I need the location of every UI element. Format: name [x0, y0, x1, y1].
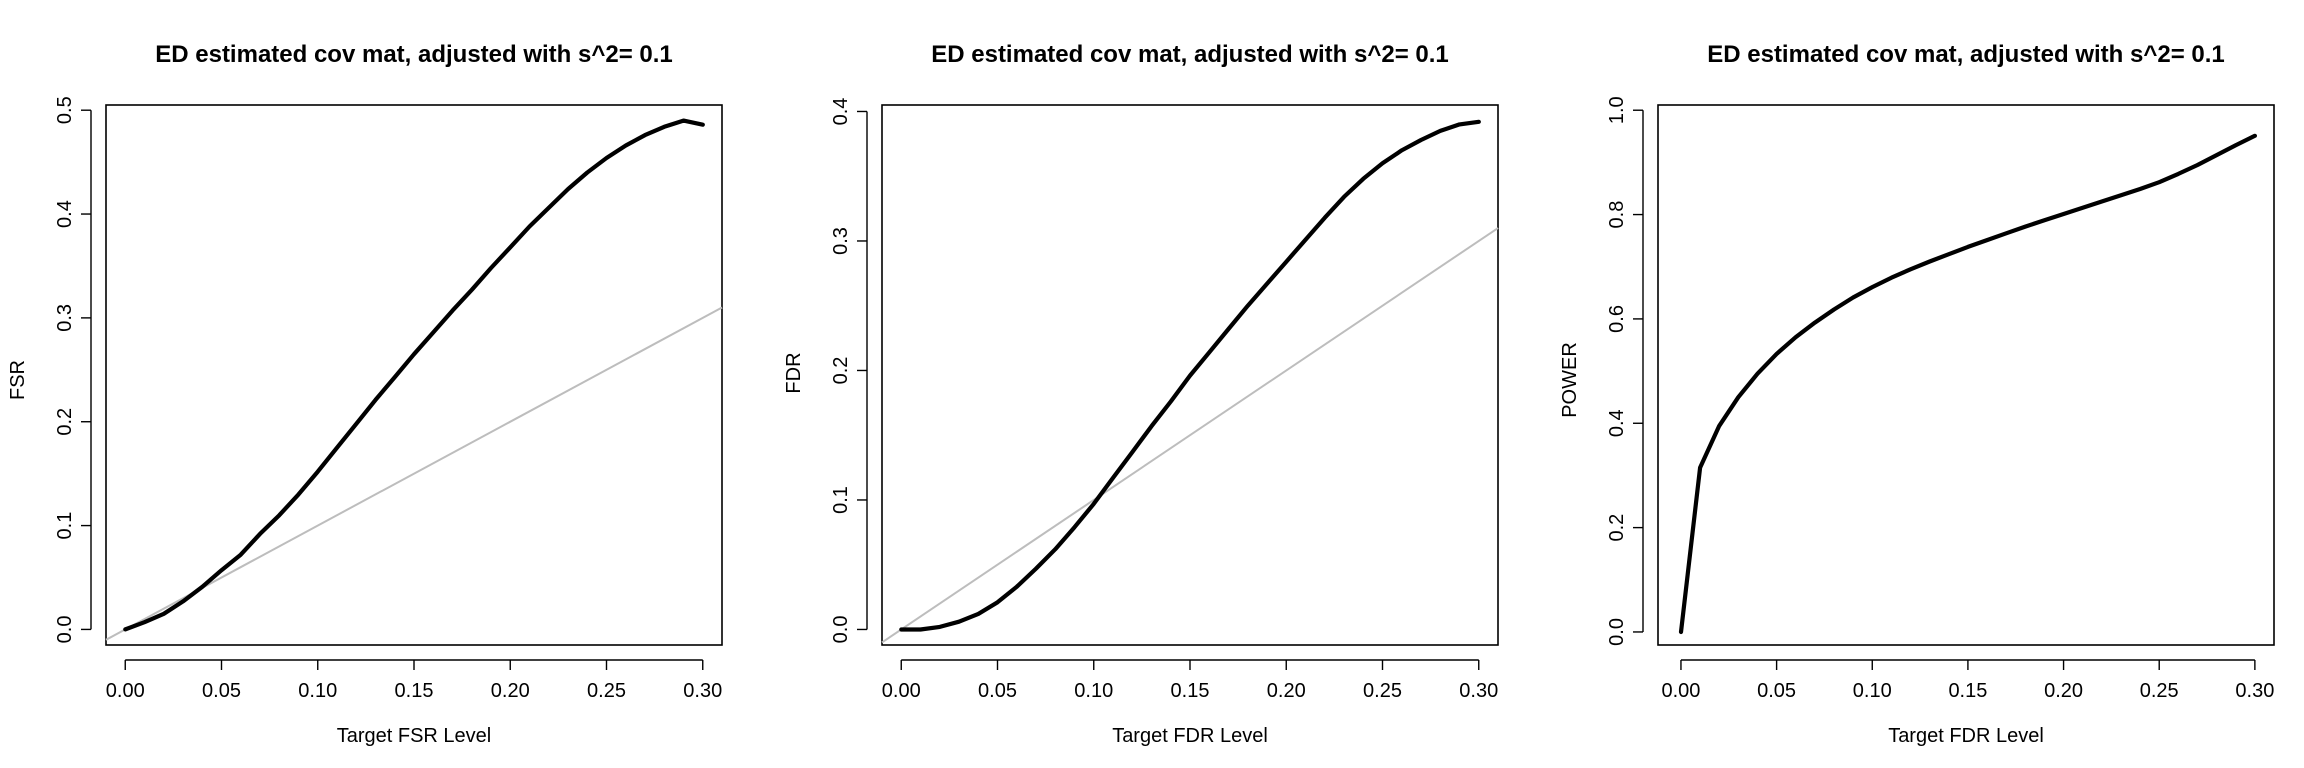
y-tick-label: 0.1: [54, 512, 76, 540]
y-axis-label: POWER: [1559, 342, 1581, 418]
x-tick-label: 0.05: [202, 680, 241, 702]
x-tick-label: 0.25: [587, 680, 626, 702]
x-tick-label: 0.30: [2235, 680, 2274, 702]
y-axis-label: FDR: [783, 352, 805, 393]
x-tick-label: 0.25: [2140, 680, 2179, 702]
series-line: [123, 118, 705, 632]
x-tick-label: 0.05: [1757, 680, 1796, 702]
reference-line: [105, 306, 723, 641]
panel-title: ED estimated cov mat, adjusted with s^2=…: [155, 41, 673, 68]
y-tick-label: 0.6: [1606, 305, 1628, 333]
x-axis-label: Target FDR Level: [1112, 725, 1268, 747]
x-tick-label: 0.30: [683, 680, 722, 702]
x-tick-label: 0.30: [1459, 680, 1498, 702]
series-line: [1678, 133, 2257, 635]
x-tick-label: 0.20: [1267, 680, 1306, 702]
fdr-panel: ED estimated cov mat, adjusted with s^2=…: [783, 41, 1499, 747]
x-tick-label: 0.15: [395, 680, 434, 702]
y-tick-label: 0.8: [1606, 201, 1628, 229]
reference-line: [881, 227, 1499, 644]
y-tick-label: 0.0: [1606, 618, 1628, 646]
x-tick-label: 0.00: [1661, 680, 1700, 702]
y-tick-label: 0.4: [830, 98, 852, 126]
x-axis-label: Target FDR Level: [1888, 725, 2044, 747]
plot-frame: [1657, 104, 2275, 646]
fsr-panel: ED estimated cov mat, adjusted with s^2=…: [7, 41, 723, 747]
x-tick-label: 0.00: [882, 680, 921, 702]
y-tick-label: 0.5: [54, 96, 76, 124]
y-axis-label: FSR: [7, 360, 29, 400]
y-tick-label: 0.2: [1606, 514, 1628, 542]
y-tick-label: 0.0: [830, 616, 852, 644]
y-tick-label: 0.1: [830, 486, 852, 514]
y-tick-label: 0.4: [54, 200, 76, 228]
y-tick-label: 0.0: [54, 616, 76, 644]
series-line: [899, 119, 1481, 632]
y-tick-label: 0.4: [1606, 409, 1628, 437]
x-tick-label: 0.05: [978, 680, 1017, 702]
x-tick-label: 0.25: [1363, 680, 1402, 702]
x-tick-label: 0.15: [1948, 680, 1987, 702]
x-tick-label: 0.10: [298, 680, 337, 702]
y-tick-label: 1.0: [1606, 96, 1628, 124]
y-tick-label: 0.2: [830, 357, 852, 385]
y-tick-label: 0.3: [830, 227, 852, 255]
power-panel: ED estimated cov mat, adjusted with s^2=…: [1559, 41, 2275, 747]
panel-title: ED estimated cov mat, adjusted with s^2=…: [1707, 41, 2225, 68]
x-tick-label: 0.10: [1074, 680, 1113, 702]
plot-frame: [881, 104, 1499, 646]
x-tick-label: 0.00: [106, 680, 145, 702]
x-tick-label: 0.20: [491, 680, 530, 702]
plot-frame: [105, 104, 723, 646]
x-tick-label: 0.15: [1171, 680, 1210, 702]
y-tick-label: 0.3: [54, 304, 76, 332]
x-axis-label: Target FSR Level: [337, 725, 492, 747]
panel-title: ED estimated cov mat, adjusted with s^2=…: [931, 41, 1449, 68]
y-tick-label: 0.2: [54, 408, 76, 436]
x-tick-label: 0.20: [2044, 680, 2083, 702]
x-tick-label: 0.10: [1853, 680, 1892, 702]
